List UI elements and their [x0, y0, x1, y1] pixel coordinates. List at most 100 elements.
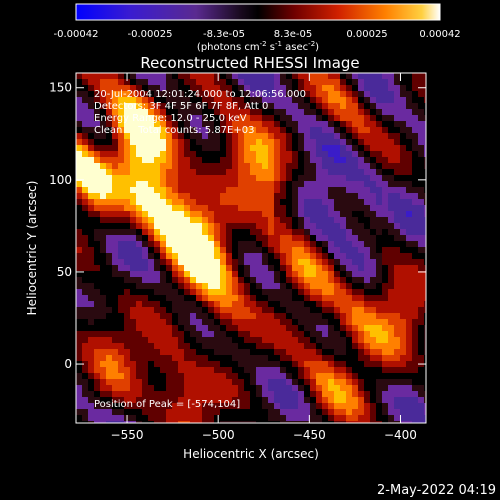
heatmap-cell [280, 403, 287, 410]
heatmap-cell [376, 79, 383, 86]
heatmap-cell [406, 211, 413, 218]
heatmap-cell [304, 349, 311, 356]
heatmap-cell [100, 187, 107, 194]
heatmap-cell [304, 133, 311, 140]
heatmap-cell [124, 85, 131, 92]
heatmap-cell [166, 193, 173, 200]
heatmap-cell [394, 367, 401, 374]
heatmap-cell [250, 223, 257, 230]
heatmap-cell [184, 187, 191, 194]
heatmap-cell [334, 385, 341, 392]
colorbar-tick-label: 0.00025 [346, 29, 387, 40]
heatmap-cell [202, 205, 209, 212]
heatmap-cell [364, 163, 371, 170]
heatmap-cell [334, 151, 341, 158]
heatmap-cell [184, 109, 191, 116]
heatmap-cell [202, 175, 209, 182]
heatmap-cell [370, 373, 377, 380]
heatmap-cell [238, 409, 245, 416]
heatmap-cell [196, 265, 203, 272]
heatmap-cell [364, 121, 371, 128]
heatmap-cell [244, 289, 251, 296]
heatmap-cell [328, 409, 335, 416]
heatmap-cell [172, 421, 179, 423]
heatmap-cell [220, 241, 227, 248]
heatmap-cell [262, 175, 269, 182]
heatmap-cell [292, 373, 299, 380]
heatmap-cell [178, 163, 185, 170]
heatmap-cell [286, 229, 293, 236]
heatmap-cell [328, 157, 335, 164]
heatmap-cell [262, 337, 269, 344]
heatmap-cell [142, 301, 149, 308]
heatmap-cell [400, 367, 407, 374]
heatmap-cell [358, 169, 365, 176]
heatmap-cell [358, 415, 365, 422]
heatmap-cell [340, 169, 347, 176]
heatmap-cell [304, 169, 311, 176]
heatmap-cell [292, 157, 299, 164]
heatmap-cell [220, 97, 227, 104]
heatmap-cell [292, 319, 299, 326]
heatmap-cell [376, 139, 383, 146]
heatmap-cell [118, 139, 125, 146]
heatmap-cell [376, 187, 383, 194]
heatmap-cell [352, 169, 359, 176]
heatmap-cell [136, 85, 143, 92]
heatmap-cell [364, 175, 371, 182]
heatmap-cell [136, 229, 143, 236]
heatmap-cell [262, 199, 269, 206]
heatmap-cell [184, 361, 191, 368]
heatmap-cell [400, 79, 407, 86]
heatmap-cell [406, 127, 413, 134]
heatmap-cell [202, 373, 209, 380]
heatmap-cell [370, 193, 377, 200]
heatmap-cell [76, 421, 83, 423]
heatmap-cell [352, 397, 359, 404]
heatmap-cell [220, 265, 227, 272]
heatmap-cell [286, 145, 293, 152]
heatmap-cell [424, 307, 426, 314]
heatmap-cell [400, 199, 407, 206]
heatmap-cell [304, 367, 311, 374]
heatmap-cell [124, 403, 131, 410]
heatmap-cell [106, 115, 113, 122]
heatmap-cell [142, 193, 149, 200]
heatmap-cell [262, 277, 269, 284]
heatmap-cell [352, 235, 359, 242]
heatmap-cell [190, 241, 197, 248]
heatmap-cell [94, 91, 101, 98]
heatmap-cell [274, 133, 281, 140]
heatmap-cell [178, 217, 185, 224]
heatmap-cell [232, 97, 239, 104]
heatmap-cell [118, 253, 125, 260]
heatmap-cell [208, 379, 215, 386]
heatmap-cell [316, 271, 323, 278]
heatmap-cell [298, 259, 305, 266]
heatmap-cell [88, 193, 95, 200]
heatmap-cell [148, 109, 155, 116]
heatmap-cell [316, 283, 323, 290]
heatmap-cell [382, 175, 389, 182]
heatmap-cell [286, 109, 293, 116]
heatmap-cell [358, 241, 365, 248]
heatmap-cell [280, 265, 287, 272]
heatmap-cell [382, 133, 389, 140]
heatmap-cell [76, 151, 83, 158]
heatmap-cell [280, 73, 287, 80]
heatmap-cell [340, 373, 347, 380]
heatmap-cell [82, 259, 89, 266]
heatmap-cell [166, 277, 173, 284]
heatmap-cell [208, 103, 215, 110]
heatmap-cell [214, 421, 221, 423]
heatmap-cell [118, 343, 125, 350]
heatmap-cell [256, 91, 263, 98]
heatmap-cell [130, 397, 137, 404]
heatmap-cell [100, 373, 107, 380]
heatmap-cell [334, 181, 341, 188]
heatmap-cell [382, 409, 389, 416]
heatmap-cell [424, 127, 426, 134]
heatmap-cell [334, 367, 341, 374]
heatmap-cell [130, 253, 137, 260]
heatmap-cell [184, 133, 191, 140]
